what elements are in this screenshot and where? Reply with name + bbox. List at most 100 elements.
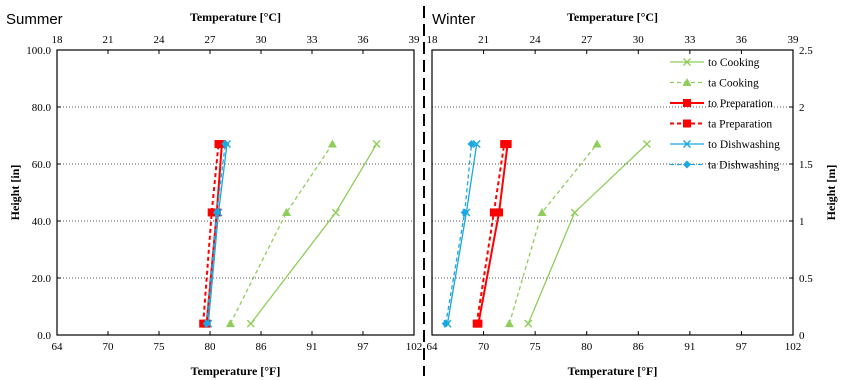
x-tick-label-bottom: 86 bbox=[256, 341, 268, 353]
series-line bbox=[207, 143, 228, 324]
x-tick-label-top: 24 bbox=[530, 34, 542, 46]
legend-marker bbox=[683, 119, 691, 128]
data-point bbox=[327, 139, 337, 148]
y-axis-title-right: Height [m] bbox=[824, 165, 838, 221]
x-tick-label-top: 24 bbox=[154, 34, 166, 46]
x-tick-label-bottom: 97 bbox=[358, 341, 370, 353]
legend-label: to Cooking bbox=[708, 57, 760, 69]
series-line bbox=[250, 143, 378, 324]
legend-marker bbox=[682, 78, 692, 86]
x-axis-title-bottom: Temperature [°F] bbox=[191, 364, 281, 378]
series-ta-cooking bbox=[225, 139, 337, 328]
series-ta-dishwashing bbox=[441, 140, 476, 328]
legend-label: to Preparation bbox=[708, 98, 773, 110]
data-point bbox=[500, 140, 509, 149]
x-tick-label-top: 36 bbox=[736, 34, 748, 46]
x-tick-label-top: 18 bbox=[52, 34, 64, 46]
data-point bbox=[246, 319, 255, 328]
data-point bbox=[212, 208, 221, 217]
x-tick-label-top: 21 bbox=[478, 34, 489, 46]
y-tick-label: 2.5 bbox=[799, 45, 813, 57]
series-to-cooking bbox=[524, 140, 651, 328]
x-tick-label-bottom: 75 bbox=[530, 341, 542, 353]
data-point bbox=[592, 139, 602, 148]
data-point bbox=[441, 319, 450, 328]
x-tick-label-bottom: 102 bbox=[406, 341, 423, 353]
y-tick-label: 40.0 bbox=[32, 216, 52, 228]
y-tick-label: 1 bbox=[799, 216, 805, 228]
series-line bbox=[205, 143, 226, 324]
x-tick-label-top: 33 bbox=[307, 34, 319, 46]
x-tick-label-bottom: 86 bbox=[633, 341, 645, 353]
data-point bbox=[225, 319, 235, 328]
series-line bbox=[445, 143, 473, 324]
x-tick-label-top: 30 bbox=[256, 34, 268, 46]
data-point bbox=[372, 140, 381, 149]
x-tick-label-top: 18 bbox=[427, 34, 439, 46]
x-tick-label-top: 27 bbox=[205, 34, 217, 46]
data-point bbox=[495, 208, 504, 217]
data-point bbox=[472, 319, 481, 328]
data-point bbox=[331, 208, 340, 217]
series-ta-cooking bbox=[504, 139, 602, 328]
x-tick-label-bottom: 91 bbox=[307, 341, 318, 353]
legend-marker bbox=[683, 160, 691, 169]
x-tick-label-top: 27 bbox=[581, 34, 593, 46]
x-tick-label-top: 36 bbox=[358, 34, 370, 46]
summer-panel-label: Summer bbox=[6, 11, 63, 28]
y-tick-label: 20.0 bbox=[32, 273, 52, 285]
series-ta-preparation bbox=[472, 140, 509, 328]
plot-frame bbox=[431, 49, 794, 336]
data-point bbox=[570, 208, 579, 217]
x-tick-label-bottom: 80 bbox=[205, 341, 217, 353]
y-tick-label: 100.0 bbox=[26, 45, 51, 57]
series-line bbox=[229, 143, 333, 324]
x-tick-label-bottom: 70 bbox=[478, 341, 490, 353]
y-tick-label: 2 bbox=[799, 102, 805, 114]
x-axis-title-top: Temperature [°C] bbox=[190, 10, 281, 24]
legend: to Cooking ta Cooking to Preparation ta Pre… bbox=[670, 57, 780, 172]
y-tick-label: 0.5 bbox=[799, 273, 813, 285]
y-tick-label: 1.5 bbox=[799, 159, 813, 171]
x-tick-label-top: 39 bbox=[788, 34, 800, 46]
winter-panel-label: Winter bbox=[432, 11, 475, 28]
data-point bbox=[467, 140, 476, 149]
x-tick-label-top: 33 bbox=[684, 34, 696, 46]
series-to-cooking bbox=[246, 140, 381, 328]
series-line bbox=[446, 143, 478, 324]
x-tick-label-bottom: 102 bbox=[785, 341, 802, 353]
legend-marker bbox=[683, 99, 691, 107]
x-tick-label-top: 39 bbox=[409, 34, 421, 46]
data-point bbox=[489, 208, 498, 217]
x-tick-label-bottom: 70 bbox=[103, 341, 115, 353]
data-point bbox=[202, 319, 211, 328]
legend-label: ta Preparation bbox=[708, 119, 772, 131]
data-point bbox=[282, 207, 291, 216]
x-axis-title-bottom: Temperature [°F] bbox=[568, 364, 658, 378]
plot-frame bbox=[56, 49, 415, 336]
x-tick-label-top: 21 bbox=[103, 34, 114, 46]
y-tick-label: 80.0 bbox=[32, 102, 52, 114]
data-point bbox=[460, 208, 469, 217]
summer-chart: 18 64 21 70 24 75 27 80 30 86 33 91 36 97 39 102 0.0 20.0… bbox=[8, 10, 422, 378]
legend-label: ta Cooking bbox=[708, 78, 759, 90]
legend-label: ta Dishwashing bbox=[708, 160, 779, 172]
legend-marker bbox=[683, 140, 691, 148]
x-tick-label-bottom: 64 bbox=[427, 341, 439, 353]
data-point bbox=[472, 140, 481, 149]
data-point bbox=[524, 319, 533, 328]
data-point bbox=[537, 207, 547, 216]
y-axis-title-left: Height [in] bbox=[8, 165, 22, 221]
data-point bbox=[214, 140, 223, 149]
data-point bbox=[504, 319, 514, 328]
x-axis-title-top: Temperature [°C] bbox=[567, 10, 658, 24]
x-tick-label-bottom: 80 bbox=[581, 341, 593, 353]
x-tick-label-bottom: 64 bbox=[52, 341, 64, 353]
series-line bbox=[475, 143, 506, 324]
legend-marker bbox=[683, 58, 691, 66]
x-tick-label-bottom: 91 bbox=[684, 341, 695, 353]
x-tick-label-top: 30 bbox=[633, 34, 645, 46]
y-tick-label: 0.0 bbox=[37, 330, 51, 342]
